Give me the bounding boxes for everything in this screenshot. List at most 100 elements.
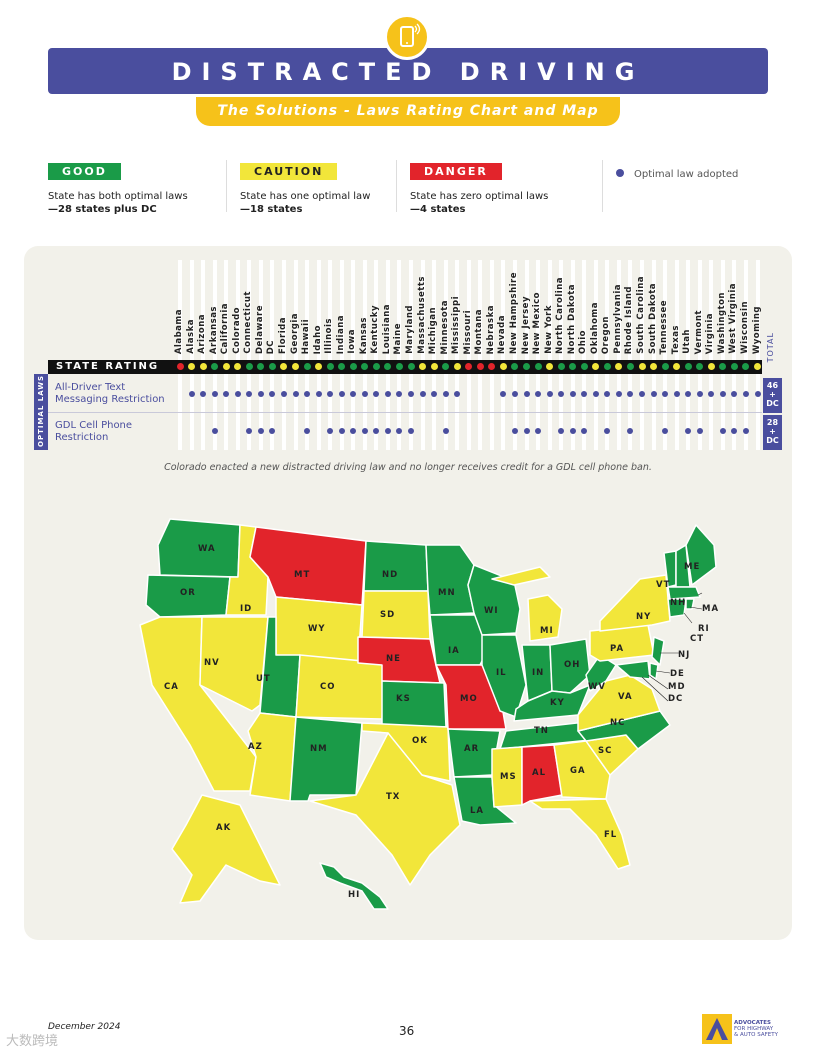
legend-caution-badge: CAUTION: [240, 163, 338, 180]
column-stripe: [489, 260, 494, 450]
state-CT: [667, 598, 687, 618]
column-stripe: [559, 260, 564, 450]
column-stripe: [605, 260, 610, 450]
total-gdl-dc: DC: [766, 436, 779, 445]
map-label-AK: AK: [216, 823, 231, 833]
column-stripe: [651, 260, 656, 450]
text-law-dot-west-virginia: [731, 391, 738, 397]
rating-dot-west-virginia: [730, 363, 738, 370]
legend-optimal-label: Optimal law adopted: [634, 169, 739, 180]
state-name-oregon: Oregon: [601, 260, 613, 356]
rating-dot-minnesota: [442, 363, 450, 370]
rating-dot-florida: [280, 363, 288, 370]
column-stripe: [409, 260, 413, 450]
text-law-dot-arizona: [200, 391, 207, 397]
map-label-PA: PA: [610, 644, 624, 654]
legend-caution: CAUTION State has one optimal law —18 sta…: [240, 160, 420, 216]
column-stripe: [674, 260, 679, 450]
map-label-MT: MT: [294, 570, 310, 580]
map-label-FL: FL: [604, 830, 617, 840]
state-name-label: Kansas: [358, 316, 369, 354]
state-MS: [491, 746, 523, 808]
state-name-label: Tennessee: [659, 299, 670, 354]
rating-dot-kansas: [361, 363, 369, 370]
map-label-NJ: NJ: [678, 650, 690, 660]
page-number: 36: [399, 1024, 415, 1038]
column-stripe: [362, 260, 367, 450]
rating-dot-south-dakota: [650, 363, 658, 370]
map-label-OH: OH: [564, 660, 580, 670]
column-stripe: [663, 260, 668, 450]
state-name-maryland: Maryland: [405, 260, 417, 356]
state-name-kentucky: Kentucky: [370, 260, 382, 356]
state-name-label: Hawaii: [301, 318, 312, 354]
state-name-montana: Montana: [474, 260, 486, 356]
rating-dot-mississippi: [453, 363, 461, 370]
text-law-dot-oregon: [604, 391, 611, 397]
column-stripe: [351, 260, 356, 450]
legend-danger-desc: State has zero optimal laws: [410, 191, 549, 202]
map-label-NM: NM: [310, 744, 328, 754]
rating-dot-idaho: [315, 363, 323, 370]
state-name-idaho: Idaho: [313, 260, 325, 356]
column-stripe: [339, 260, 344, 450]
text-law-dot-north-carolina: [558, 391, 565, 397]
column-stripe: [582, 260, 587, 450]
rating-dot-louisiana: [384, 363, 392, 370]
state-name-north-carolina: North Carolina: [555, 260, 567, 356]
column-stripe: [443, 260, 448, 450]
text-law-dot-california: [223, 391, 230, 397]
state-name-label: Georgia: [289, 312, 300, 354]
column-stripe: [501, 260, 506, 450]
gdl-law-dot-tennessee: [662, 428, 669, 434]
map-label-UT: UT: [256, 674, 271, 684]
legend-caution-count: —18 states: [240, 204, 303, 215]
state-name-label: Mississippi: [451, 295, 462, 354]
state-name-label: Florida: [277, 317, 288, 354]
text-law-dot-south-carolina: [639, 391, 645, 397]
gdl-law-dot-utah: [685, 428, 692, 434]
rating-dot-north-dakota: [569, 363, 577, 370]
column-stripe: [235, 260, 240, 450]
text-law-dot-delaware: [257, 391, 264, 397]
map-label-MO: MO: [460, 694, 478, 704]
state-name-label: West Virginia: [728, 283, 739, 354]
rating-dot-new-hampshire: [511, 363, 519, 370]
state-MI: [491, 566, 563, 642]
rating-dot-wyoming: [754, 363, 761, 370]
gdl-law-dot-maine: [396, 428, 403, 434]
rating-dot-indiana: [338, 363, 346, 370]
state-name-connecticut: Connecticut: [243, 260, 255, 356]
rating-dot-connecticut: [245, 363, 253, 370]
text-law-dot-virginia: [708, 391, 715, 397]
text-law-dot-south-dakota: [650, 391, 657, 397]
map-label-NC: NC: [610, 718, 625, 728]
rating-dot-new-jersey: [523, 363, 530, 370]
text-law-dot-massachusetts: [419, 391, 426, 397]
state-AK: [171, 794, 281, 904]
column-stripe: [212, 260, 217, 450]
text-law-dot-dc: [269, 391, 276, 397]
gdl-law-dot-hawaii: [304, 428, 311, 434]
row-label-text-messaging: All-Driver Text Messaging Restriction: [55, 382, 165, 405]
map-label-IL: IL: [496, 668, 507, 678]
state-name-label: Michigan: [428, 306, 439, 354]
state-TX: [309, 732, 461, 886]
total-text-dc: DC: [766, 399, 779, 408]
map-label-DE: DE: [670, 669, 685, 679]
total-text-count: 46: [766, 381, 779, 390]
column-stripe: [536, 260, 541, 450]
text-law-dot-alaska: [188, 391, 195, 397]
state-name-label: Colorado: [231, 307, 242, 354]
total-gdl: 28 + DC: [763, 415, 782, 450]
gdl-law-dot-north-carolina: [558, 428, 565, 434]
text-law-dot-hawaii: [304, 391, 311, 397]
state-FL: [529, 798, 631, 870]
state-name-georgia: Georgia: [289, 260, 302, 356]
text-law-dot-maryland: [408, 391, 414, 397]
state-name-label: New Hampshire: [508, 272, 519, 354]
gdl-law-dot-new-hampshire: [511, 428, 518, 434]
column-stripe: [616, 260, 621, 450]
map-label-TX: TX: [386, 792, 400, 802]
state-name-label: Oklahoma: [589, 301, 600, 354]
